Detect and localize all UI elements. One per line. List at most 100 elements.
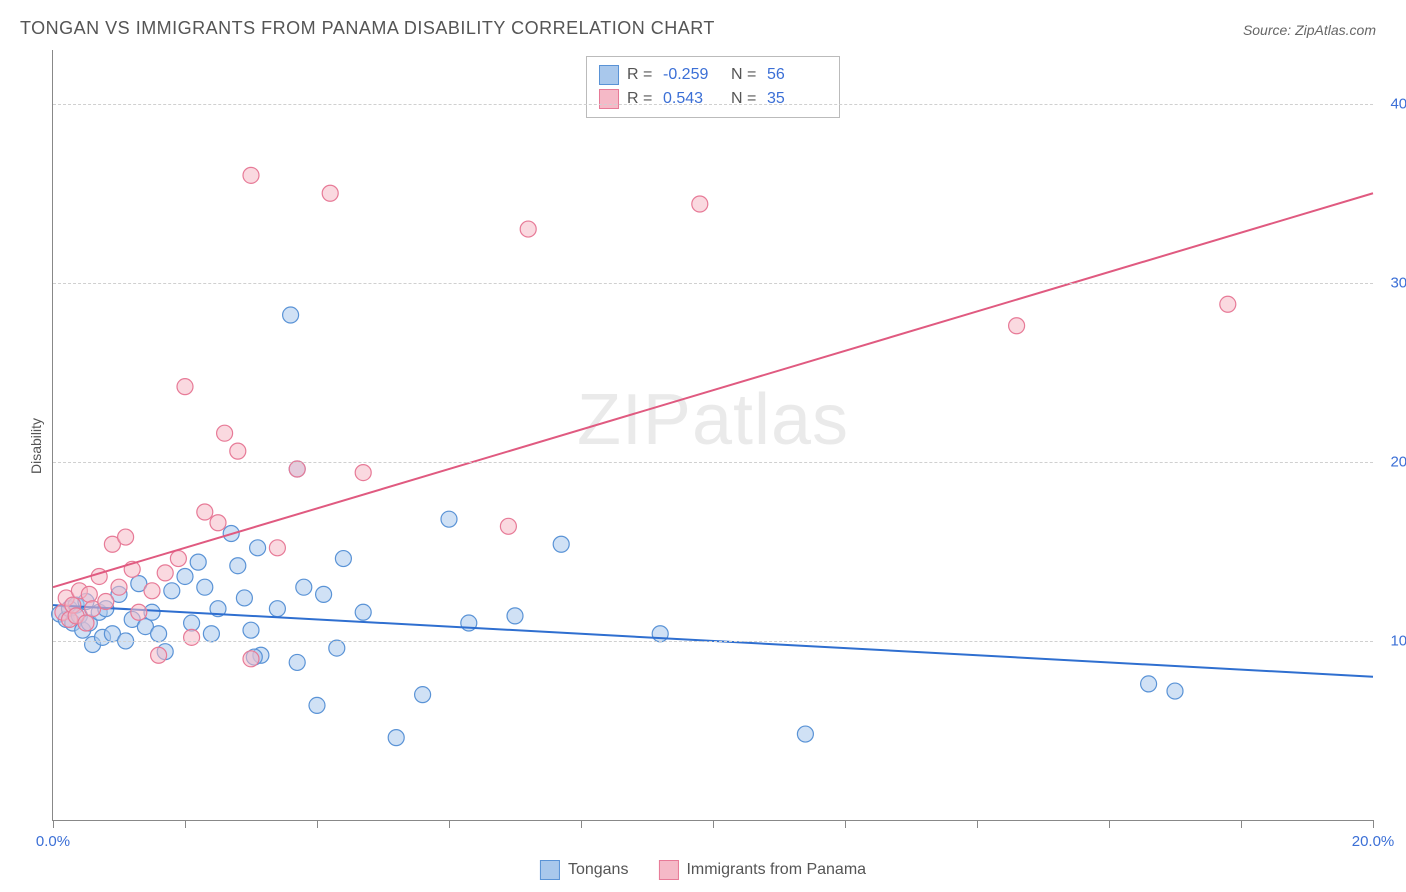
scatter-point bbox=[230, 558, 246, 574]
xtick-label: 20.0% bbox=[1352, 833, 1395, 850]
page-title: TONGAN VS IMMIGRANTS FROM PANAMA DISABIL… bbox=[20, 18, 715, 39]
xtick bbox=[977, 820, 978, 828]
chart-svg bbox=[53, 50, 1373, 820]
legend-correlation-row: R = -0.259 N = 56 bbox=[599, 63, 827, 87]
scatter-point bbox=[322, 185, 338, 201]
legend-swatch bbox=[599, 89, 619, 109]
xtick bbox=[845, 820, 846, 828]
ytick-label: 30.0% bbox=[1390, 274, 1406, 291]
scatter-point bbox=[243, 622, 259, 638]
legend-series-item: Tongans bbox=[540, 860, 629, 880]
legend-series-label: Tongans bbox=[568, 861, 629, 879]
scatter-point bbox=[157, 565, 173, 581]
scatter-point bbox=[236, 590, 252, 606]
legend-swatch bbox=[540, 860, 560, 880]
xtick-label: 0.0% bbox=[36, 833, 70, 850]
scatter-point bbox=[269, 540, 285, 556]
scatter-point bbox=[217, 425, 233, 441]
scatter-point bbox=[329, 640, 345, 656]
xtick bbox=[449, 820, 450, 828]
scatter-point bbox=[151, 647, 167, 663]
scatter-point bbox=[203, 626, 219, 642]
gridline-h bbox=[53, 283, 1373, 284]
legend-swatch bbox=[658, 860, 678, 880]
scatter-point bbox=[1167, 683, 1183, 699]
legend-r-value: -0.259 bbox=[663, 66, 723, 84]
ytick-label: 40.0% bbox=[1390, 95, 1406, 112]
xtick bbox=[1109, 820, 1110, 828]
gridline-h bbox=[53, 641, 1373, 642]
scatter-point bbox=[355, 465, 371, 481]
scatter-point bbox=[283, 307, 299, 323]
scatter-point bbox=[1220, 296, 1236, 312]
gridline-h bbox=[53, 104, 1373, 105]
scatter-point bbox=[78, 615, 94, 631]
scatter-point bbox=[1141, 676, 1157, 692]
scatter-point bbox=[190, 554, 206, 570]
scatter-point bbox=[151, 626, 167, 642]
legend-r-label: R = bbox=[627, 66, 655, 84]
legend-correlation: R = -0.259 N = 56 R = 0.543 N = 35 bbox=[586, 56, 840, 118]
legend-r-value: 0.543 bbox=[663, 90, 723, 108]
scatter-point bbox=[177, 568, 193, 584]
gridline-h bbox=[53, 462, 1373, 463]
scatter-point bbox=[111, 579, 127, 595]
scatter-point bbox=[289, 654, 305, 670]
scatter-point bbox=[441, 511, 457, 527]
plot-area: ZIPatlas R =-0.259N =56R =0.543N =35 10.… bbox=[52, 50, 1373, 821]
trend-line bbox=[53, 193, 1373, 587]
scatter-point bbox=[335, 551, 351, 567]
scatter-point bbox=[507, 608, 523, 624]
scatter-point bbox=[164, 583, 180, 599]
scatter-point bbox=[184, 629, 200, 645]
scatter-point bbox=[355, 604, 371, 620]
scatter-point bbox=[170, 551, 186, 567]
scatter-point bbox=[210, 515, 226, 531]
scatter-point bbox=[81, 586, 97, 602]
legend-n-value: 56 bbox=[767, 66, 827, 84]
scatter-point bbox=[184, 615, 200, 631]
xtick bbox=[185, 820, 186, 828]
y-axis-label: Disability bbox=[28, 418, 44, 474]
scatter-point bbox=[269, 601, 285, 617]
legend-series-label: Immigrants from Panama bbox=[686, 861, 866, 879]
scatter-point bbox=[230, 443, 246, 459]
source-label: Source: ZipAtlas.com bbox=[1243, 22, 1376, 38]
legend-n-label: N = bbox=[731, 66, 759, 84]
scatter-point bbox=[243, 167, 259, 183]
scatter-point bbox=[797, 726, 813, 742]
legend-swatch bbox=[599, 65, 619, 85]
scatter-point bbox=[553, 536, 569, 552]
scatter-point bbox=[296, 579, 312, 595]
scatter-point bbox=[250, 540, 266, 556]
scatter-point bbox=[243, 651, 259, 667]
scatter-point bbox=[520, 221, 536, 237]
legend-n-label: N = bbox=[731, 90, 759, 108]
scatter-point bbox=[177, 379, 193, 395]
legend-r-label: R = bbox=[627, 90, 655, 108]
xtick bbox=[317, 820, 318, 828]
scatter-point bbox=[197, 504, 213, 520]
scatter-point bbox=[98, 594, 114, 610]
scatter-point bbox=[309, 697, 325, 713]
scatter-point bbox=[388, 730, 404, 746]
xtick bbox=[1241, 820, 1242, 828]
legend-series-item: Immigrants from Panama bbox=[658, 860, 866, 880]
legend-n-value: 35 bbox=[767, 90, 827, 108]
scatter-point bbox=[289, 461, 305, 477]
scatter-point bbox=[144, 583, 160, 599]
xtick bbox=[713, 820, 714, 828]
xtick bbox=[53, 820, 54, 828]
scatter-point bbox=[692, 196, 708, 212]
ytick-label: 10.0% bbox=[1390, 632, 1406, 649]
legend-series: Tongans Immigrants from Panama bbox=[540, 860, 866, 880]
scatter-point bbox=[197, 579, 213, 595]
scatter-point bbox=[1009, 318, 1025, 334]
legend-correlation-row: R = 0.543 N = 35 bbox=[599, 87, 827, 111]
scatter-point bbox=[316, 586, 332, 602]
scatter-point bbox=[415, 687, 431, 703]
xtick bbox=[581, 820, 582, 828]
xtick bbox=[1373, 820, 1374, 828]
ytick-label: 20.0% bbox=[1390, 453, 1406, 470]
scatter-point bbox=[118, 529, 134, 545]
